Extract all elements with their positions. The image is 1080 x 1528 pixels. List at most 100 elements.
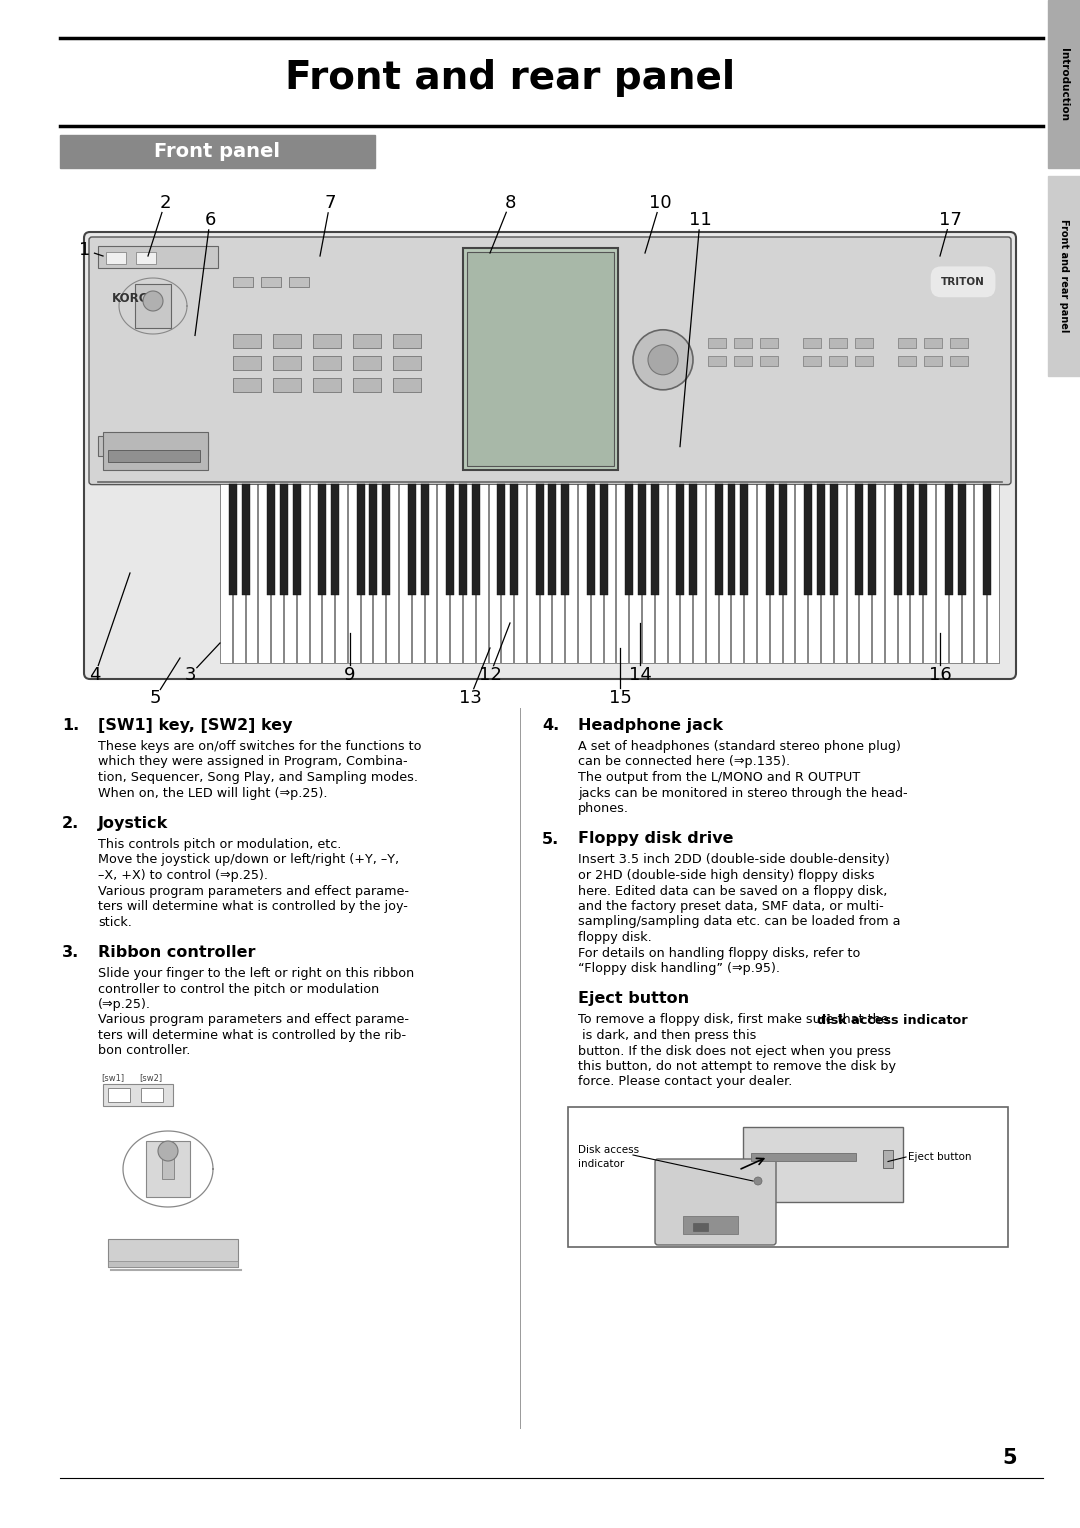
Text: Ribbon controller: Ribbon controller <box>98 944 256 960</box>
Text: indicator: indicator <box>578 1160 624 1169</box>
Text: Insert 3.5 inch 2DD (double-side double-density): Insert 3.5 inch 2DD (double-side double-… <box>578 854 890 866</box>
Bar <box>766 483 773 594</box>
Bar <box>271 483 283 663</box>
Bar <box>273 333 301 347</box>
Bar <box>273 377 301 391</box>
Bar <box>821 483 833 663</box>
Text: A set of headphones (standard stereo phone plug): A set of headphones (standard stereo pho… <box>578 740 901 753</box>
Bar <box>322 483 334 663</box>
Bar <box>348 483 360 663</box>
Text: For details on handling floppy disks, refer to: For details on handling floppy disks, re… <box>578 946 861 960</box>
Text: Eject button: Eject button <box>578 992 689 1007</box>
Bar <box>924 338 942 347</box>
Bar <box>868 483 876 594</box>
Bar <box>731 483 743 663</box>
Text: here. Edited data can be saved on a floppy disk,: here. Edited data can be saved on a flop… <box>578 885 888 897</box>
Text: Disk access: Disk access <box>578 1144 639 1155</box>
Bar <box>553 483 564 663</box>
Bar <box>536 483 543 594</box>
Bar <box>261 277 281 287</box>
Bar <box>744 483 756 663</box>
Text: 12: 12 <box>478 666 501 685</box>
Bar <box>757 483 769 663</box>
Bar <box>293 483 300 594</box>
Text: Introduction: Introduction <box>1059 47 1069 121</box>
Bar <box>638 483 646 594</box>
FancyBboxPatch shape <box>84 232 1016 678</box>
Bar <box>958 483 966 594</box>
Bar <box>393 333 421 347</box>
Bar <box>267 483 275 594</box>
Circle shape <box>754 1177 762 1186</box>
Bar <box>146 1141 190 1196</box>
Bar <box>816 483 825 594</box>
Bar <box>795 483 807 663</box>
Bar <box>280 483 288 594</box>
Text: KORG: KORG <box>112 292 149 306</box>
Text: 8: 8 <box>504 194 515 212</box>
Bar <box>463 248 618 469</box>
Bar <box>568 1106 1008 1247</box>
Text: When on, the LED will light (⇒p.25).: When on, the LED will light (⇒p.25). <box>98 787 327 799</box>
Text: 9: 9 <box>345 666 355 685</box>
Text: disk access indicator: disk access indicator <box>818 1013 968 1027</box>
Bar <box>501 483 513 663</box>
Text: 2.: 2. <box>62 816 79 831</box>
FancyBboxPatch shape <box>654 1160 777 1245</box>
Bar <box>974 483 986 663</box>
Bar <box>353 377 381 391</box>
Bar <box>1048 176 1080 376</box>
Bar <box>229 483 237 594</box>
Bar <box>779 483 786 594</box>
Bar <box>141 1088 163 1102</box>
Text: 4: 4 <box>90 666 100 685</box>
Bar <box>353 356 381 370</box>
Bar <box>60 134 375 168</box>
Text: 5: 5 <box>1002 1449 1017 1468</box>
Bar <box>693 1222 708 1232</box>
Text: or 2HD (double-side high density) floppy disks: or 2HD (double-side high density) floppy… <box>578 869 875 882</box>
Text: Various program parameters and effect parame-: Various program parameters and effect pa… <box>98 885 409 897</box>
Bar <box>540 483 552 663</box>
Bar <box>919 483 928 594</box>
Bar <box>565 483 577 663</box>
Bar <box>728 483 735 594</box>
Bar <box>667 483 679 663</box>
Text: Front and rear panel: Front and rear panel <box>285 60 735 96</box>
Bar <box>689 483 697 594</box>
Bar <box>708 338 726 347</box>
Text: Slide your finger to the left or right on this ribbon: Slide your finger to the left or right o… <box>98 967 415 979</box>
Bar <box>313 333 341 347</box>
Text: 15: 15 <box>608 689 632 707</box>
Text: [SW1] key, [SW2] key: [SW1] key, [SW2] key <box>98 718 293 733</box>
Bar <box>450 483 462 663</box>
Bar <box>242 483 249 594</box>
Bar <box>883 1151 893 1169</box>
Bar <box>233 277 253 287</box>
Bar <box>361 483 373 663</box>
Bar <box>630 483 640 663</box>
Bar <box>98 246 218 267</box>
Bar <box>860 483 872 663</box>
Bar <box>706 483 718 663</box>
Bar <box>463 483 475 663</box>
Bar <box>136 252 156 264</box>
Bar <box>527 483 539 663</box>
Bar <box>313 377 341 391</box>
Circle shape <box>143 290 163 312</box>
Text: stick.: stick. <box>98 915 132 929</box>
Bar <box>420 483 429 594</box>
Text: 6: 6 <box>204 211 216 229</box>
Bar <box>335 483 347 663</box>
Text: tion, Sequencer, Song Play, and Sampling modes.: tion, Sequencer, Song Play, and Sampling… <box>98 772 418 784</box>
Bar <box>683 1216 738 1235</box>
Text: ters will determine what is controlled by the joy-: ters will determine what is controlled b… <box>98 900 408 914</box>
Text: 4.: 4. <box>542 718 559 733</box>
Bar <box>108 1239 238 1267</box>
Text: 14: 14 <box>629 666 651 685</box>
Text: is dark, and then press this: is dark, and then press this <box>578 1028 756 1042</box>
Bar <box>103 431 208 469</box>
Text: ters will determine what is controlled by the rib-: ters will determine what is controlled b… <box>98 1028 406 1042</box>
Bar <box>284 483 296 663</box>
Bar <box>472 483 480 594</box>
